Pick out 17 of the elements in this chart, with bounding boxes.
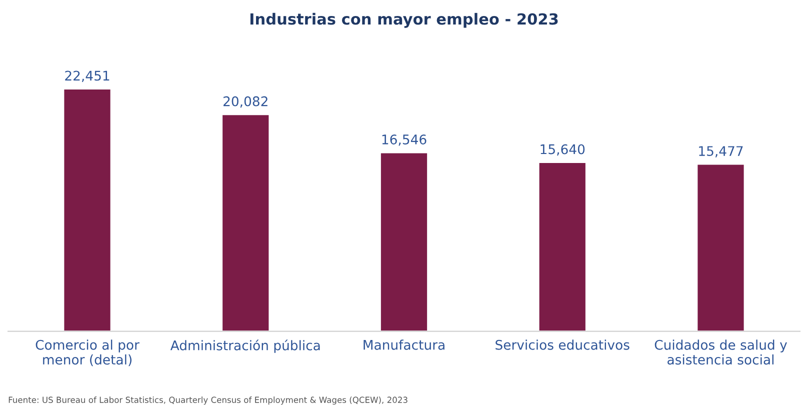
bar [538, 162, 587, 332]
bar [62, 88, 112, 332]
x-tick-label: Comercio al por menor (detal) [36, 340, 140, 366]
data-label: 20,082 [224, 96, 268, 108]
x-tick-label: Cuidados de salud y asistencia social [654, 340, 787, 365]
x-tick-label: Manufactura [364, 340, 444, 350]
data-label: 22,451 [65, 70, 110, 82]
data-label: 15,477 [699, 146, 743, 158]
data-label: 15,640 [540, 144, 585, 156]
bar [696, 163, 746, 332]
bar [380, 152, 428, 332]
chart-title: Industrias con mayor empleo - 2023 [250, 12, 558, 28]
x-tick-label: Servicios educativos [496, 340, 630, 350]
bar [221, 114, 270, 332]
source-note: Fuente: US Bureau of Labor Statistics, Quarterly Census of Employment & Wages (QCEW), 2023 [8, 396, 408, 405]
data-label: 16,546 [382, 134, 426, 146]
x-tick-label: Administración pública [170, 340, 320, 353]
